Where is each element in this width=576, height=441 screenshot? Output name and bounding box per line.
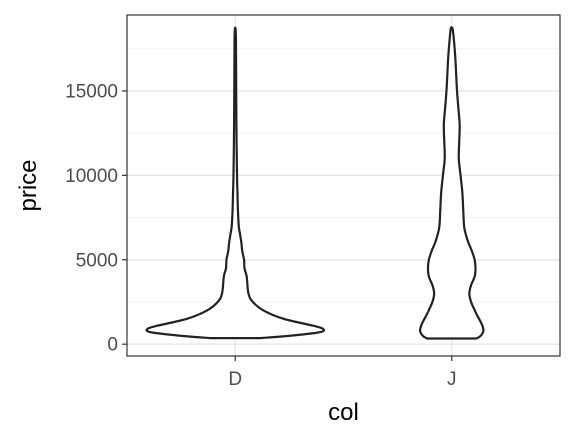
y-tick-label: 0 [107,335,118,356]
y-tick-label: 10000 [65,166,118,187]
grid-layer [127,15,560,356]
x-tick-label: D [228,369,242,390]
violin-J [418,26,485,340]
violin-layer [145,26,485,340]
x-tick-label: J [447,369,457,390]
y-tick-label: 15000 [65,81,118,102]
y-tick-label: 5000 [76,250,118,271]
x-axis-title: col [328,399,359,426]
y-axis-title: price [15,159,42,211]
axis-layer: 0 5000 10000 15000 D J [65,81,456,390]
panel-border [126,14,561,357]
violin-D [145,26,326,340]
